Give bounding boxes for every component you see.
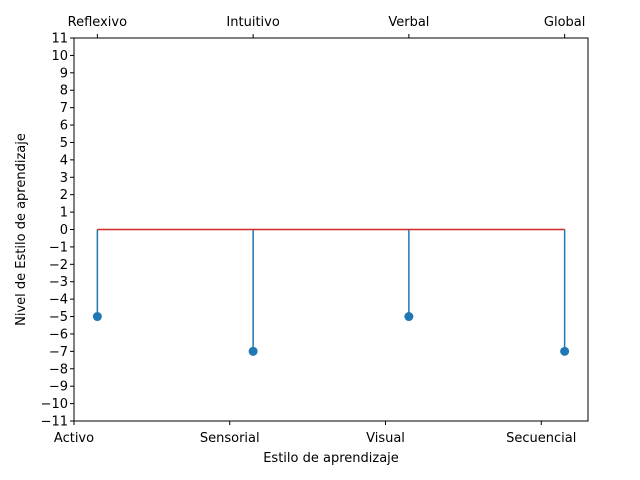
y-tick-label: −4 xyxy=(49,293,68,308)
y-tick-label: −1 xyxy=(49,240,68,255)
y-tick-label: −11 xyxy=(41,415,68,430)
y-tick-label: 6 xyxy=(60,119,68,134)
stem-marker xyxy=(248,346,258,356)
stem-marker xyxy=(560,346,570,356)
y-tick-label: 5 xyxy=(60,136,68,151)
stem-markers xyxy=(92,312,570,356)
plot-frame xyxy=(73,37,589,422)
y-tick-label: 7 xyxy=(60,101,68,116)
x-top-tick-label: Verbal xyxy=(388,15,429,30)
y-tick-label: −10 xyxy=(41,397,68,412)
y-tick-label: −6 xyxy=(49,327,68,342)
y-tick-label: −9 xyxy=(49,380,68,395)
x-axis-bottom-ticks: Activo Sensorial Visual Secuencial xyxy=(54,421,576,446)
y-tick-label: 0 xyxy=(60,223,68,238)
x-tick-label: Sensorial xyxy=(200,431,260,446)
stem-series xyxy=(96,229,566,352)
x-tick-label: Visual xyxy=(366,431,405,446)
x-axis-top-ticks: Reflexivo Intuitivo Verbal Global xyxy=(68,15,585,38)
y-tick-label: 9 xyxy=(60,66,68,81)
y-tick-label: −2 xyxy=(49,258,68,273)
y-tick-label: 2 xyxy=(60,188,68,203)
x-top-tick-label: Reflexivo xyxy=(68,15,127,30)
x-top-tick-label: Global xyxy=(544,15,585,30)
y-axis-title: Nivel de Estilo de aprendizaje xyxy=(14,133,29,326)
x-top-tick-label: Intuitivo xyxy=(226,15,279,30)
y-tick-label: 10 xyxy=(51,49,68,64)
stem-marker xyxy=(92,312,102,322)
y-tick-label: 11 xyxy=(51,32,68,47)
y-tick-label: 3 xyxy=(60,171,68,186)
x-tick-label: Activo xyxy=(54,431,94,446)
y-tick-label: −5 xyxy=(49,310,68,325)
stem-marker xyxy=(404,312,414,322)
y-tick-label: 4 xyxy=(60,153,68,168)
y-tick-label: −3 xyxy=(49,275,68,290)
x-axis-title: Estilo de aprendizaje xyxy=(263,451,399,466)
y-tick-label: −7 xyxy=(49,345,68,360)
y-tick-label: −8 xyxy=(49,362,68,377)
y-tick-label: 1 xyxy=(60,206,68,221)
x-tick-label: Secuencial xyxy=(506,431,576,446)
y-tick-label: 8 xyxy=(60,84,68,99)
